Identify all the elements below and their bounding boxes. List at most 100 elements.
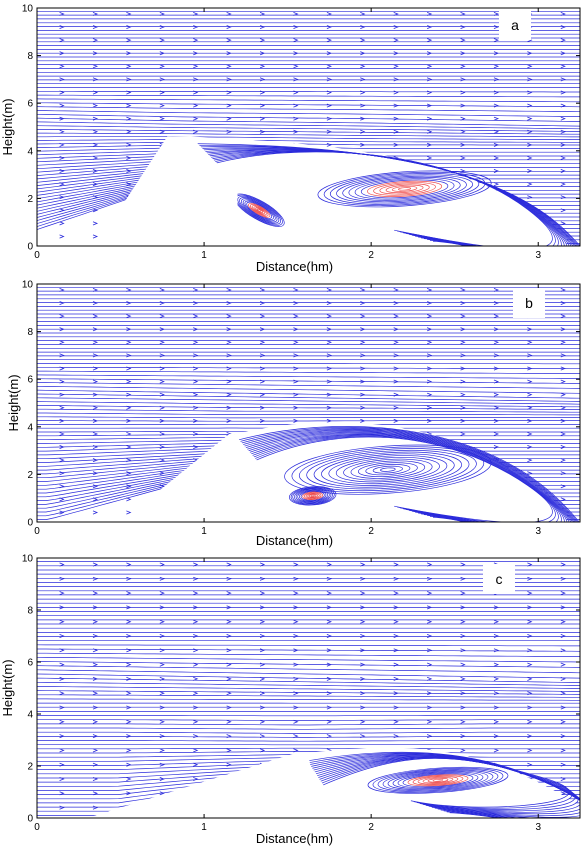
wake-streamline — [190, 143, 580, 246]
vortex — [233, 193, 285, 227]
flow-arrow — [460, 38, 466, 43]
flow-arrow — [460, 90, 466, 95]
flow-arrow — [92, 38, 99, 43]
flow-arrow — [393, 314, 399, 319]
flow-arrow — [193, 301, 199, 306]
flow-arrow — [92, 182, 99, 187]
vortex-ring — [348, 176, 461, 201]
flow-arrow — [226, 676, 232, 681]
flow-arrow — [426, 155, 433, 160]
flow-arrow — [193, 38, 199, 43]
flow-arrow — [126, 445, 132, 450]
flow-arrow — [226, 418, 232, 423]
flow-arrow — [493, 301, 500, 306]
vortex — [317, 170, 492, 208]
flow-arrow — [226, 11, 232, 16]
flow-arrow — [59, 562, 65, 567]
flow-arrow — [426, 142, 433, 147]
flow-arrow — [493, 314, 500, 319]
flow-arrow — [59, 705, 65, 710]
wake-streamline — [314, 755, 580, 818]
flow-arrow — [159, 366, 165, 371]
vortex-ring — [372, 465, 403, 474]
flow-arrow — [360, 605, 366, 610]
flow-arrow — [59, 510, 65, 515]
flow-arrow — [59, 719, 65, 724]
flow-arrow — [293, 25, 299, 30]
flow-arrow — [159, 405, 165, 410]
y-axis-label: Height(m) — [0, 98, 15, 155]
vortex-ring — [295, 488, 330, 503]
flow-arrow — [560, 458, 566, 463]
vortex-ring — [242, 199, 276, 222]
flow-arrow — [259, 591, 266, 596]
flow-arrow — [493, 142, 500, 147]
flow-arrow — [293, 90, 299, 95]
vortex-ring — [367, 766, 509, 794]
streamline — [37, 98, 580, 103]
flow-arrow — [326, 705, 332, 710]
flow-arrow — [326, 301, 332, 306]
flow-arrow — [293, 287, 299, 292]
streamline — [37, 673, 580, 683]
flow-arrow — [460, 748, 466, 753]
flow-arrow — [326, 719, 332, 724]
flow-arrow — [493, 445, 500, 450]
flow-arrow — [393, 634, 399, 638]
streamline — [37, 408, 580, 413]
flow-arrow — [293, 77, 299, 82]
y-tick-label: 2 — [27, 194, 33, 205]
flow-arrow — [326, 366, 332, 371]
flow-arrow — [259, 366, 266, 371]
flow-arrow — [527, 605, 533, 610]
flow-arrow — [293, 719, 299, 724]
vortex-ring — [342, 175, 467, 203]
panel-tag: c — [496, 571, 503, 587]
flow-arrow — [360, 619, 366, 624]
flow-arrow — [193, 748, 199, 753]
flow-arrow — [226, 648, 232, 653]
flow-arrow — [126, 129, 132, 134]
flow-arrow — [527, 129, 533, 134]
vortex-core-ring — [391, 185, 418, 192]
flow-arrow — [460, 405, 466, 410]
flow-arrow — [493, 719, 500, 724]
flow-arrow — [59, 90, 65, 95]
flow-arrow — [92, 11, 99, 16]
flow-arrow — [226, 634, 232, 638]
flow-arrow — [59, 169, 65, 174]
flow-arrow — [126, 591, 132, 596]
flow-arrow — [92, 497, 99, 502]
flow-arrow — [259, 340, 266, 345]
x-tick-label: 3 — [535, 822, 541, 833]
flow-arrow — [59, 791, 65, 796]
flow-arrow — [426, 366, 433, 371]
flow-arrow — [126, 605, 132, 610]
flow-arrow — [560, 25, 566, 30]
streamline — [37, 652, 580, 657]
flow-arrow — [159, 90, 165, 95]
flow-arrow — [159, 705, 165, 710]
streamline — [37, 121, 580, 130]
flow-arrow — [326, 51, 332, 56]
streamline — [37, 698, 580, 701]
flow-arrow — [226, 340, 232, 345]
flow-arrow — [326, 676, 332, 681]
flow-arrow — [560, 431, 566, 436]
flow-arrow — [493, 662, 500, 667]
flow-arrow — [92, 648, 99, 653]
flow-arrow — [226, 90, 232, 95]
flow-arrow — [493, 619, 500, 624]
panel-tag-box — [483, 564, 515, 594]
flow-arrow — [493, 379, 500, 384]
flow-arrow — [326, 353, 332, 358]
flow-arrow — [426, 116, 433, 121]
flow-arrow — [360, 353, 366, 358]
flow-arrow — [59, 484, 65, 489]
flow-arrow — [460, 353, 466, 358]
flow-arrow — [493, 116, 500, 121]
vortex-core-ring — [257, 208, 262, 212]
flow-arrow — [393, 392, 399, 397]
flow-arrow — [59, 314, 65, 319]
flow-arrow — [493, 676, 500, 681]
